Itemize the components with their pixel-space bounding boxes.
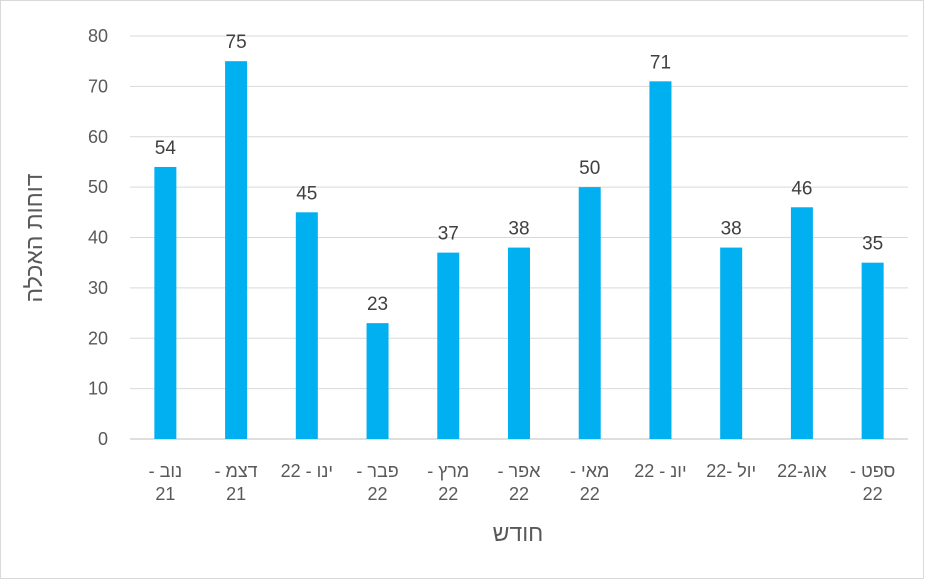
data-label: 45: [296, 183, 317, 204]
bar: [649, 81, 672, 440]
bar: [437, 252, 460, 439]
x-tick-label: אפר -: [498, 461, 542, 481]
data-label: 37: [438, 224, 459, 245]
x-tick-label: ינו - 22: [281, 461, 333, 481]
x-tick-label: 22: [509, 484, 529, 504]
data-label: 54: [155, 138, 177, 159]
x-tick-label: דצמ -: [215, 461, 258, 481]
y-tick-label: 60: [88, 127, 108, 147]
y-axis-ticks: 0 10 20 30 40 50 60 70 80: [88, 26, 108, 449]
gridlines: [130, 35, 908, 440]
bar: [861, 262, 884, 439]
x-tick-label: יול -22: [706, 461, 756, 481]
data-label: 38: [721, 219, 742, 240]
data-label: 38: [508, 219, 529, 240]
y-tick-label: 80: [88, 26, 108, 46]
x-tick-label: יונ - 22: [634, 461, 686, 481]
x-axis-title: חודש: [493, 520, 544, 546]
x-tick-label: 22: [580, 484, 600, 504]
y-axis-title: דוחות האכלה: [21, 173, 47, 302]
y-tick-label: 70: [88, 76, 108, 96]
x-tick-label: מאי -: [570, 461, 609, 481]
x-tick-label: 22: [368, 484, 388, 504]
x-tick-label: 21: [226, 484, 246, 504]
x-tick-label: נוב -: [149, 461, 182, 481]
bar: [790, 207, 813, 439]
x-tick-label: מרץ -: [427, 461, 469, 481]
data-label: 23: [367, 294, 388, 315]
x-tick-label: 22: [863, 484, 883, 504]
x-tick-label: ספט -: [850, 461, 895, 481]
x-tick-label: אוג-22: [777, 461, 827, 481]
y-tick-label: 30: [88, 278, 108, 298]
y-tick-label: 20: [88, 328, 108, 348]
y-tick-label: 40: [88, 228, 108, 248]
data-label: 75: [226, 32, 247, 53]
data-label: 35: [862, 234, 883, 255]
bar: [225, 61, 248, 439]
x-tick-label: 22: [438, 484, 458, 504]
bar: [508, 247, 530, 439]
x-tick-label: 21: [155, 484, 175, 504]
bar: [295, 212, 318, 439]
bar: [720, 247, 743, 439]
data-label: 46: [791, 178, 812, 199]
y-tick-label: 0: [98, 429, 108, 449]
bar: [154, 166, 177, 439]
data-labels: 54 75 45 23 37 38 50 71 38 46 35: [155, 32, 883, 315]
x-tick-label: פבר -: [356, 461, 398, 481]
bars: [154, 61, 884, 440]
x-axis-ticks: נוב - 21 דצמ - 21 ינו - 22 פבר - 22 מרץ - 22 אפר …: [149, 461, 896, 504]
data-label: 71: [650, 52, 671, 73]
bar: [366, 323, 389, 439]
y-tick-label: 10: [88, 379, 108, 399]
y-tick-label: 50: [88, 177, 108, 197]
data-label: 50: [579, 158, 600, 179]
bar: [578, 187, 601, 439]
